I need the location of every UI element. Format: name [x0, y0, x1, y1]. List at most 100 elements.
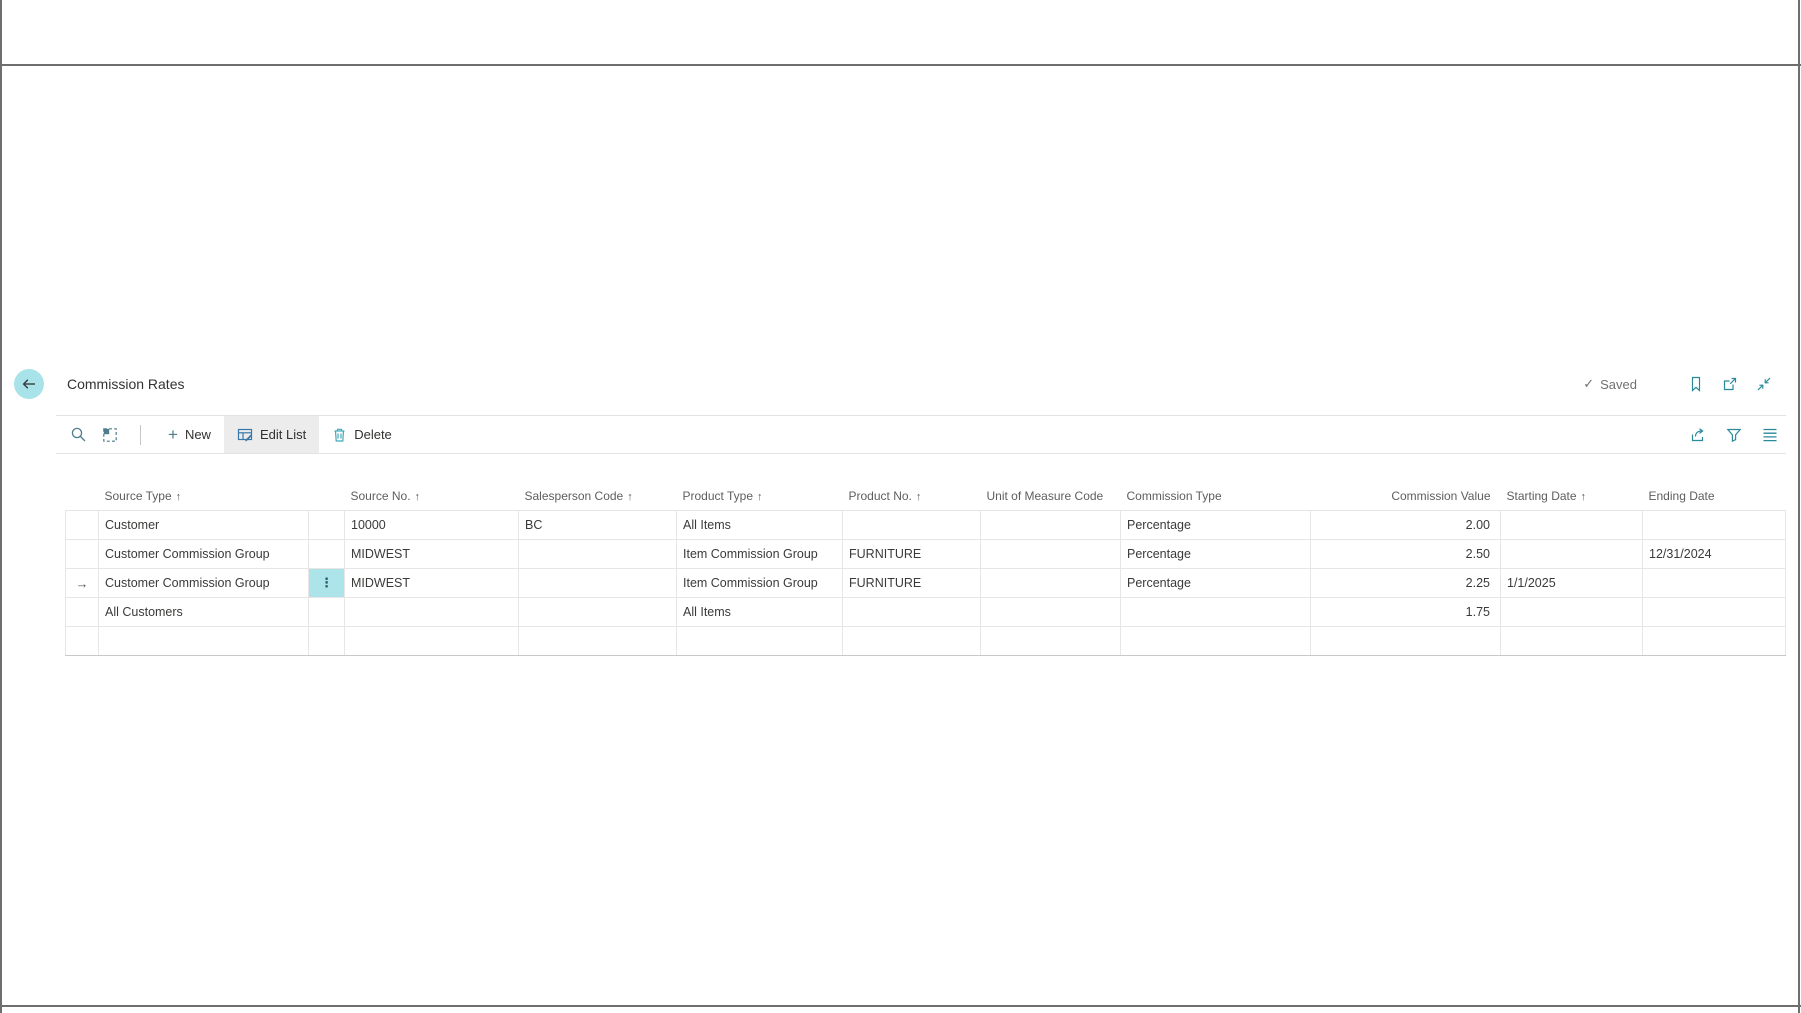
cell-source-no[interactable]: [344, 597, 519, 627]
cell-starting-date[interactable]: [1500, 510, 1643, 540]
row-options-cell[interactable]: [308, 626, 345, 656]
bookmark-button[interactable]: [1685, 373, 1707, 395]
cell-starting-date[interactable]: [1500, 626, 1643, 656]
edit-list-button[interactable]: Edit List: [223, 416, 320, 453]
cell-commission-type[interactable]: Percentage: [1120, 568, 1311, 598]
cell-product-type[interactable]: [676, 626, 843, 656]
column-header-label: Source Type: [104, 488, 172, 503]
cell-product-type[interactable]: All Items: [676, 510, 843, 540]
analyze-button[interactable]: [94, 420, 126, 450]
cell-unit-of-measure-code[interactable]: [980, 510, 1121, 540]
cell-ending-date[interactable]: [1642, 568, 1786, 598]
column-header-unit-of-measure-code[interactable]: Unit of Measure Code: [981, 481, 1121, 511]
cell-commission-value[interactable]: 2.50: [1310, 539, 1501, 569]
table-row: [65, 626, 1786, 656]
cell-product-type[interactable]: All Items: [676, 597, 843, 627]
edit-list-icon: [237, 427, 253, 443]
row-selector-cell[interactable]: [65, 597, 99, 627]
collapse-button[interactable]: [1753, 373, 1775, 395]
cell-source-type[interactable]: All Customers: [98, 597, 309, 627]
column-header-commission-value[interactable]: Commission Value: [1311, 481, 1501, 511]
cell-source-type[interactable]: Customer Commission Group: [98, 568, 309, 598]
cell-commission-type[interactable]: Percentage: [1120, 510, 1311, 540]
cell-product-no[interactable]: [842, 626, 981, 656]
cell-unit-of-measure-code[interactable]: [980, 568, 1121, 598]
row-options-cell[interactable]: [308, 510, 345, 540]
list-options-button[interactable]: [1759, 424, 1781, 446]
column-header-source-no[interactable]: Source No. ↑: [345, 481, 519, 511]
page-header: Commission Rates ✓ Saved: [14, 366, 1781, 402]
cell-ending-date[interactable]: [1642, 510, 1786, 540]
cell-source-no[interactable]: [344, 626, 519, 656]
cell-ending-date[interactable]: [1642, 626, 1786, 656]
cell-ending-date[interactable]: 12/31/2024: [1642, 539, 1786, 569]
bookmark-icon: [1688, 376, 1704, 392]
cell-product-type[interactable]: Item Commission Group: [676, 539, 843, 569]
cell-commission-value[interactable]: 2.00: [1310, 510, 1501, 540]
column-header-starting-date[interactable]: Starting Date ↑: [1501, 481, 1643, 511]
row-selector-cell[interactable]: [65, 539, 99, 569]
cell-source-no[interactable]: MIDWEST: [344, 568, 519, 598]
cell-product-no[interactable]: FURNITURE: [842, 539, 981, 569]
new-button[interactable]: + New: [155, 416, 224, 453]
cell-commission-value[interactable]: 1.75: [1310, 597, 1501, 627]
cell-salesperson-code[interactable]: BC: [518, 510, 677, 540]
sort-ascending-icon: ↑: [757, 490, 763, 503]
open-in-new-window-button[interactable]: [1719, 373, 1741, 395]
share-button[interactable]: [1687, 424, 1709, 446]
cell-ending-date[interactable]: [1642, 597, 1786, 627]
column-header-source-type[interactable]: Source Type ↑: [99, 481, 309, 511]
cell-starting-date[interactable]: [1500, 539, 1643, 569]
row-selector-cell[interactable]: [65, 510, 99, 540]
column-header-label: Commission Type: [1126, 488, 1222, 503]
cell-source-type[interactable]: [98, 626, 309, 656]
column-header-commission-type[interactable]: Commission Type: [1121, 481, 1311, 511]
column-header-salesperson-code[interactable]: Salesperson Code ↑: [519, 481, 677, 511]
delete-button[interactable]: Delete: [319, 416, 405, 453]
column-header-product-type[interactable]: Product Type ↑: [677, 481, 843, 511]
cell-unit-of-measure-code[interactable]: [980, 626, 1121, 656]
cell-commission-value[interactable]: 2.25: [1310, 568, 1501, 598]
row-options-cell[interactable]: [308, 539, 345, 569]
cell-source-no[interactable]: MIDWEST: [344, 539, 519, 569]
filter-button[interactable]: [1723, 424, 1745, 446]
cell-commission-type[interactable]: [1120, 626, 1311, 656]
column-header-ending-date[interactable]: Ending Date: [1643, 481, 1786, 511]
cell-unit-of-measure-code[interactable]: [980, 539, 1121, 569]
trash-icon: [332, 427, 347, 443]
delete-button-label: Delete: [354, 427, 392, 442]
cell-commission-type[interactable]: Percentage: [1120, 539, 1311, 569]
cell-salesperson-code[interactable]: [518, 597, 677, 627]
cell-source-no[interactable]: 10000: [344, 510, 519, 540]
cell-starting-date[interactable]: [1500, 597, 1643, 627]
search-button[interactable]: [62, 420, 94, 450]
cell-salesperson-code[interactable]: [518, 568, 677, 598]
back-button[interactable]: [14, 369, 44, 399]
column-header-label: Ending Date: [1648, 488, 1715, 503]
cell-unit-of-measure-code[interactable]: [980, 597, 1121, 627]
cell-product-no[interactable]: FURNITURE: [842, 568, 981, 598]
cell-salesperson-code[interactable]: [518, 539, 677, 569]
cell-product-type[interactable]: Item Commission Group: [676, 568, 843, 598]
column-header-label: Product No.: [848, 488, 912, 503]
row-options-cell[interactable]: ⋮: [308, 568, 345, 598]
row-options-cell[interactable]: [308, 597, 345, 627]
sort-ascending-icon: ↑: [175, 490, 182, 503]
saved-label: Saved: [1600, 376, 1637, 392]
page-title: Commission Rates: [67, 376, 185, 392]
cell-source-type[interactable]: Customer: [98, 510, 309, 540]
cell-commission-type[interactable]: [1120, 597, 1311, 627]
open-in-new-window-icon: [1722, 376, 1738, 392]
cell-product-no[interactable]: [842, 597, 981, 627]
column-header-product-no[interactable]: Product No. ↑: [843, 481, 981, 511]
plus-icon: +: [168, 425, 178, 444]
cell-commission-value[interactable]: [1310, 626, 1501, 656]
row-selector-cell[interactable]: →: [65, 568, 99, 598]
row-options-ellipsis-button[interactable]: ⋮: [309, 569, 344, 597]
cell-source-type[interactable]: Customer Commission Group: [98, 539, 309, 569]
cell-salesperson-code[interactable]: [518, 626, 677, 656]
cell-starting-date[interactable]: 1/1/2025: [1500, 568, 1643, 598]
row-selector-cell[interactable]: [65, 626, 99, 656]
cell-product-no[interactable]: [842, 510, 981, 540]
search-icon: [70, 426, 87, 443]
